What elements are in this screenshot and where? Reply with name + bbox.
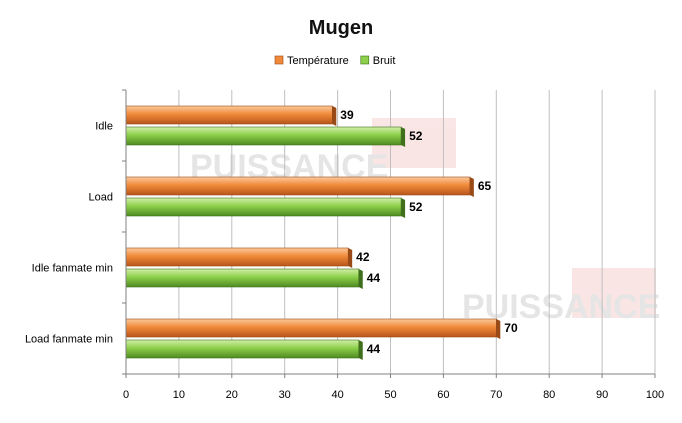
data-label: 52 (409, 200, 423, 214)
data-label: 44 (367, 271, 381, 285)
data-label: 44 (367, 342, 381, 356)
data-label: 42 (356, 250, 370, 264)
category-label: Idle fanmate min (32, 263, 113, 275)
x-tick-label: 60 (437, 389, 449, 401)
category-label: Load (89, 192, 113, 204)
chart-title: Mugen (309, 17, 373, 39)
legend-item: Bruit (360, 55, 396, 67)
category-label: Idle (95, 121, 113, 133)
data-label: 39 (340, 108, 354, 122)
legend-item: Température (274, 55, 349, 67)
bar-end-cap (496, 319, 501, 339)
bar-end-cap (469, 177, 474, 197)
bar-end-cap (401, 198, 406, 218)
bar (125, 318, 497, 338)
bar-end-cap (332, 106, 337, 126)
bar-end-cap (348, 248, 353, 268)
data-label: 70 (504, 321, 518, 335)
x-tick-label: 20 (226, 389, 238, 401)
legend-label: Température (287, 55, 349, 67)
category-label: Load fanmate min (25, 334, 113, 346)
x-tick-label: 40 (331, 389, 343, 401)
x-tick-label: 0 (123, 389, 129, 401)
x-tick-label: 70 (490, 389, 502, 401)
bar-end-cap (358, 269, 363, 289)
bar (125, 197, 402, 217)
bar (125, 126, 402, 146)
bars: 39 52 65 52 42 44 70 44 (125, 105, 518, 360)
data-label: 52 (409, 129, 423, 143)
data-label: 65 (478, 179, 492, 193)
axes: 0 10 20 30 40 50 60 70 80 90 100 Idle Load Idle fanma… (25, 89, 664, 401)
bar (125, 268, 360, 288)
x-tick-label: 30 (279, 389, 291, 401)
x-tick-label: 100 (646, 389, 664, 401)
bar (125, 247, 349, 267)
x-tick-label: 10 (173, 389, 185, 401)
x-tick-label: 80 (543, 389, 555, 401)
bar-end-cap (358, 340, 363, 360)
bar-end-cap (401, 127, 406, 147)
bar (125, 339, 360, 359)
legend-label: Bruit (373, 55, 396, 67)
bar (125, 176, 471, 196)
x-tick-label: 50 (384, 389, 396, 401)
legend-swatch (274, 55, 284, 65)
watermark-logo-block (572, 268, 656, 318)
x-tick-label: 90 (596, 389, 608, 401)
legend: Température Bruit (274, 55, 396, 67)
legend-swatch (360, 55, 370, 65)
bar (125, 105, 333, 125)
